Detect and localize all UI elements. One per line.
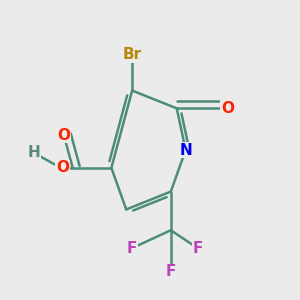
Text: F: F [192,241,203,256]
Text: F: F [166,264,176,279]
Text: O: O [221,101,234,116]
Text: H: H [28,146,40,160]
Text: F: F [127,241,137,256]
Text: N: N [179,142,192,158]
Text: O: O [57,128,70,142]
Text: Br: Br [123,47,142,62]
Text: O: O [56,160,69,175]
